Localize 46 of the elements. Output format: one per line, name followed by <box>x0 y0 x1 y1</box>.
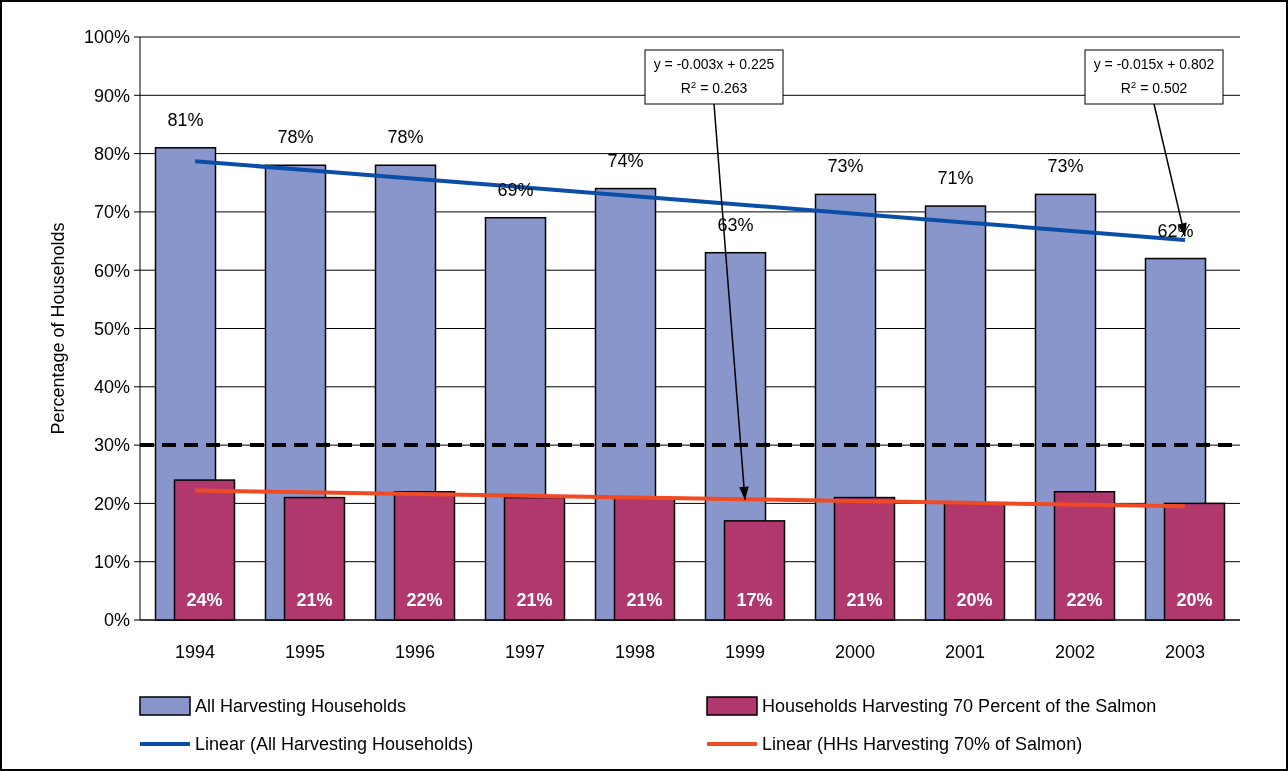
x-tick-label: 1999 <box>724 642 766 662</box>
y-tick-label: 100% <box>83 27 130 48</box>
legend-label: All Harvesting Households <box>195 696 407 717</box>
legend-label: Linear (All Harvesting Households) <box>195 734 474 755</box>
y-axis-title: Percentage of Households <box>48 222 68 435</box>
y-tick-label: 30% <box>93 435 130 456</box>
data-label: 20% <box>1176 590 1213 610</box>
y-tick-label: 60% <box>93 260 130 281</box>
y-tick-label: 20% <box>93 493 130 514</box>
x-tick-label: 2003 <box>1164 642 1206 662</box>
data-label: 78% <box>277 127 314 148</box>
data-label: 24% <box>186 590 223 610</box>
y-tick-label: 90% <box>93 85 130 106</box>
x-tick-label: 1995 <box>284 642 326 662</box>
legend-label: Households Harvesting 70 Percent of the Salmon <box>762 696 1157 717</box>
x-tick-label: 1998 <box>614 642 656 662</box>
data-label: 20% <box>956 590 993 610</box>
x-tick-label: 2002 <box>1054 642 1096 662</box>
y-tick-label: 70% <box>93 202 130 223</box>
x-tick-label: 1997 <box>504 642 546 662</box>
annotation: y = -0.003x + 0.225 R$^{2}$ = 0.263 <box>653 56 775 96</box>
y-tick-label: 10% <box>93 552 130 572</box>
data-label: 73% <box>827 156 864 177</box>
data-label: 17% <box>736 590 773 610</box>
legend-label: Linear (HHs Harvesting 70% of Salmon) <box>762 734 1083 755</box>
data-label: 21% <box>516 590 553 610</box>
data-label: 22% <box>1066 590 1103 610</box>
x-tick-label: 2001 <box>944 642 986 662</box>
x-tick-label: 1996 <box>394 642 436 662</box>
data-label: 21% <box>296 590 333 610</box>
y-tick-label: 0% <box>103 610 130 631</box>
data-label: 21% <box>626 590 663 610</box>
x-tick-label: 2000 <box>834 642 876 662</box>
data-label: 22% <box>406 590 443 610</box>
annotation: y = -0.015x + 0.802 R$^{2}$ = 0.502 <box>1093 56 1215 96</box>
data-label: 81% <box>167 109 204 130</box>
data-label: 78% <box>387 127 424 148</box>
data-label: 73% <box>1047 156 1084 177</box>
line-series <box>193 488 1187 509</box>
data-label: 71% <box>937 168 974 189</box>
x-tick-label: 1994 <box>174 642 216 662</box>
y-tick-label: 50% <box>93 318 130 339</box>
y-tick-label: 40% <box>93 377 130 398</box>
data-label: 74% <box>607 150 644 171</box>
data-label: 21% <box>846 590 883 610</box>
y-tick-label: 80% <box>93 143 130 164</box>
